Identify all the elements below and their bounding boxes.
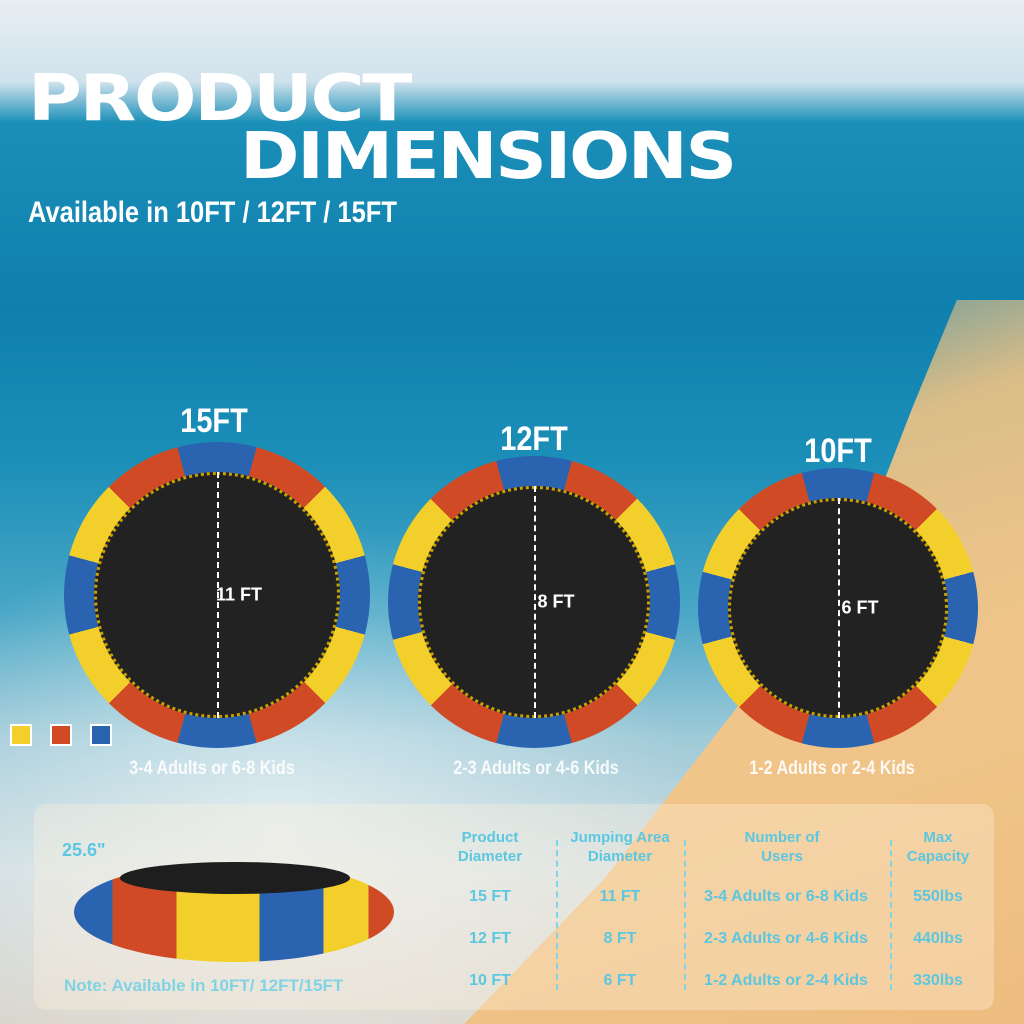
color-swatch-yellow	[10, 724, 32, 746]
side-view-mat	[120, 862, 350, 894]
users-10ft: 1-2 Adults or 2-4 Kids	[749, 758, 915, 779]
users-15ft: 3-4 Adults or 6-8 Kids	[129, 758, 295, 779]
header-users: Number of Users	[744, 829, 820, 865]
table-cell: 12 FT	[469, 930, 511, 947]
diameter-line	[838, 498, 840, 718]
table-cell: 330lbs	[913, 972, 963, 989]
size-label-10ft: 10FT	[804, 432, 872, 470]
title-line-1: PRODUCT	[28, 62, 412, 136]
table-cell: 6 FT	[603, 972, 637, 989]
table-cell: 8 FT	[603, 930, 637, 947]
availability-note: Note: Available in 10FT/ 12FT/15FT	[64, 976, 344, 995]
color-swatch-blue	[90, 724, 112, 746]
jump-diameter-label: 8 FT	[537, 591, 575, 612]
color-swatch-red	[50, 724, 72, 746]
table-cell: 440lbs	[913, 930, 963, 947]
subtitle: Available in 10FT / 12FT / 15FT	[28, 196, 397, 229]
column-divider	[684, 840, 686, 990]
column-divider	[556, 840, 558, 990]
table-cell: 550lbs	[913, 888, 963, 905]
header-capacity: Max Capacity	[906, 829, 970, 865]
jump-diameter-label: 6 FT	[841, 597, 879, 618]
column-divider	[890, 840, 892, 990]
height-label: 25.6"	[62, 840, 106, 860]
users-12ft: 2-3 Adults or 4-6 Kids	[453, 758, 619, 779]
title-line-2: DIMENSIONS	[240, 120, 737, 194]
trampoline-10ft: 6 FT	[698, 468, 978, 748]
diameter-line	[217, 472, 219, 718]
trampoline-12ft: 8 FT	[388, 456, 680, 748]
table-cell: 1-2 Adults or 2-4 Kids	[704, 972, 868, 989]
size-label-12ft: 12FT	[500, 420, 568, 458]
diameter-line	[534, 486, 536, 718]
table-cell: 3-4 Adults or 6-8 Kids	[704, 888, 868, 905]
table-cell: 2-3 Adults or 4-6 Kids	[704, 930, 868, 947]
header-product-diameter: Product Diameter	[457, 829, 523, 865]
table-cell: 15 FT	[469, 888, 511, 905]
jump-diameter-label: 11 FT	[215, 584, 263, 605]
table-cell: 11 FT	[599, 888, 641, 905]
header-jumping-area: Jumping Area Diameter	[570, 829, 670, 865]
trampoline-15ft: 11 FT	[64, 442, 370, 748]
table-cell: 10 FT	[469, 972, 511, 989]
size-label-15ft: 15FT	[180, 402, 248, 440]
